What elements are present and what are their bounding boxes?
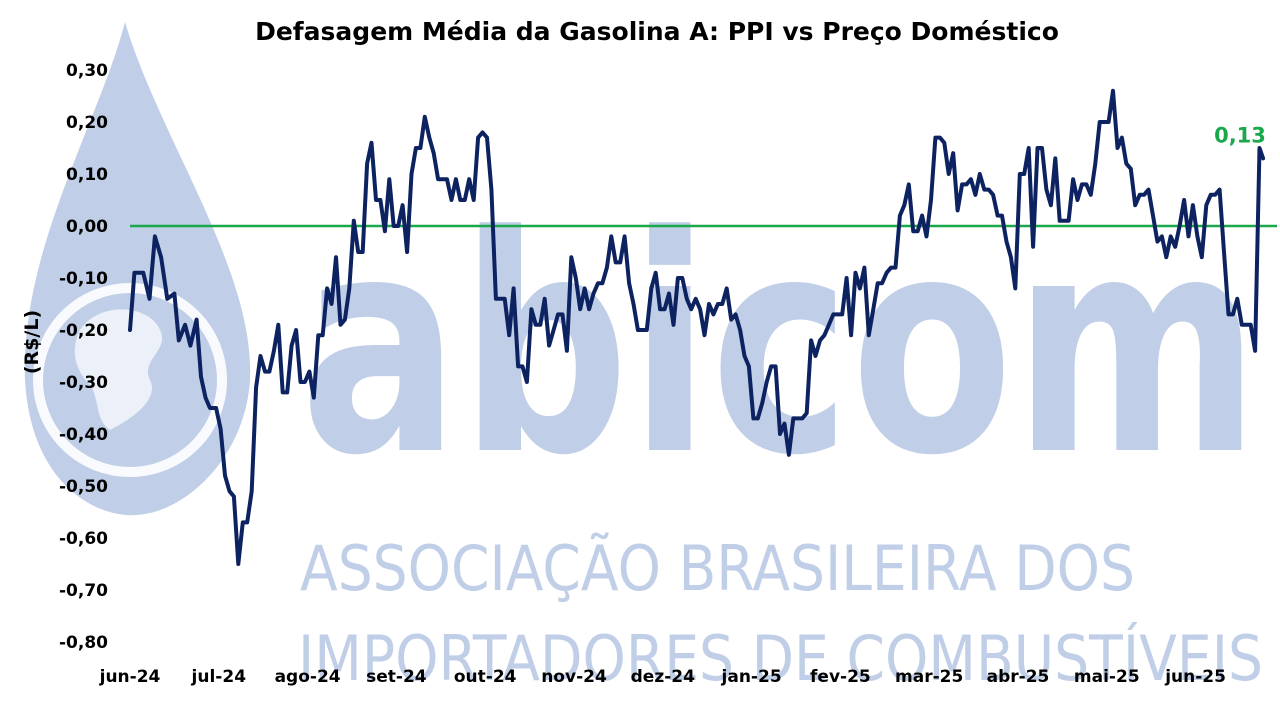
- watermark-line1: ASSOCIAÇÃO BRASILEIRA DOS: [300, 532, 1135, 605]
- x-tick-label: mai-25: [1074, 667, 1140, 687]
- y-axis-ticks: -0,80 -0,70 -0,60 -0,50 -0,40 -0,30 -0,20 -0,10…: [59, 61, 108, 653]
- globe-icon: [33, 283, 227, 477]
- y-tick-label: -0,60: [59, 529, 108, 549]
- y-tick-label: -0,50: [59, 477, 108, 497]
- series-line: [128, 88, 1266, 566]
- abicom-watermark-logo: abicom ASSOCIAÇÃO BRASILEIRA DOS IMPORTA…: [24, 22, 1263, 695]
- x-tick-label: jun-25: [1164, 667, 1226, 687]
- y-tick-label: -0,40: [59, 425, 108, 445]
- chart-title: Defasagem Média da Gasolina A: PPI vs Pr…: [255, 17, 1059, 46]
- x-tick-label: dez-24: [631, 667, 695, 687]
- y-tick-label: 0,20: [66, 113, 108, 133]
- y-tick-label: -0,70: [59, 581, 108, 601]
- watermark-brand: abicom: [300, 172, 1260, 521]
- x-tick-label: mar-25: [895, 667, 963, 687]
- drop-icon: [24, 22, 251, 516]
- watermark-line2: IMPORTADORES DE COMBUSTÍVEIS: [298, 622, 1263, 695]
- x-tick-label: abr-25: [987, 667, 1050, 687]
- globe-land-icon: [74, 309, 163, 430]
- x-tick-label: set-24: [366, 667, 427, 687]
- x-tick-label: ago-24: [275, 667, 341, 687]
- x-tick-label: jul-24: [191, 667, 247, 687]
- y-tick-label: -0,10: [59, 269, 108, 289]
- y-tick-label: -0,20: [59, 321, 108, 341]
- x-tick-label: nov-24: [541, 667, 607, 687]
- series-layer: [128, 88, 1266, 566]
- y-tick-label: -0,80: [59, 633, 108, 653]
- x-tick-label: jun-24: [99, 667, 161, 687]
- x-tick-label: jan-25: [721, 667, 782, 687]
- x-tick-label: fev-25: [810, 667, 871, 687]
- y-tick-label: 0,10: [66, 165, 108, 185]
- x-tick-label: out-24: [454, 667, 517, 687]
- last-value-label: 0,13: [1214, 123, 1266, 147]
- y-tick-label: 0,30: [66, 61, 108, 81]
- x-axis-ticks: jun-24 jul-24 ago-24 set-24 out-24 nov-24 dez-…: [99, 667, 1226, 687]
- y-axis-label: (R$/L): [21, 310, 43, 374]
- y-tick-label: 0,00: [66, 217, 108, 237]
- y-tick-label: -0,30: [59, 373, 108, 393]
